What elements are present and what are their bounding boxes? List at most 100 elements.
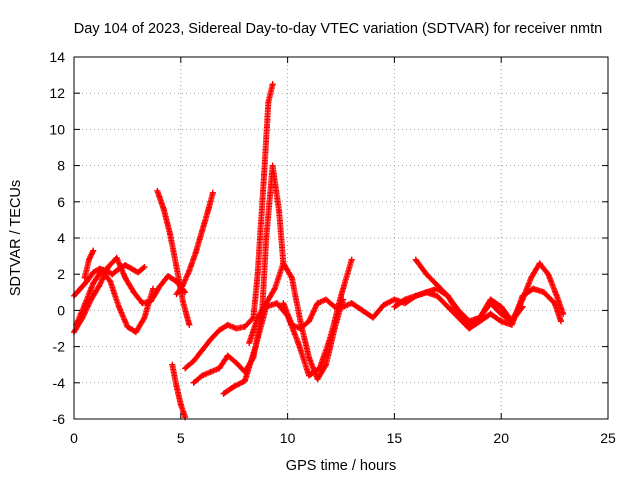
data-point (391, 303, 398, 310)
data-point (130, 289, 137, 296)
data-point (209, 189, 216, 196)
data-point (305, 354, 312, 361)
data-point (252, 343, 259, 350)
data-point (164, 273, 171, 280)
data-point (297, 318, 304, 325)
data-point (276, 207, 283, 214)
data-point (90, 269, 97, 276)
data-point (77, 285, 84, 292)
data-point (288, 274, 295, 281)
y-tick-label: 2 (57, 266, 65, 282)
data-point (423, 271, 430, 278)
data-point (348, 300, 355, 307)
data-point (280, 300, 287, 307)
data-point (263, 235, 270, 241)
data-point (305, 318, 312, 325)
data-point (160, 206, 167, 213)
data-point (199, 372, 206, 379)
data-point (124, 323, 131, 330)
data-point (412, 292, 419, 299)
data-point (498, 318, 505, 325)
data-point (83, 278, 90, 285)
data-point (192, 249, 199, 256)
data-point (156, 283, 163, 290)
data-point (455, 307, 462, 314)
data-point (402, 296, 409, 303)
data-point (216, 365, 223, 372)
data-point (207, 336, 214, 343)
data-point (85, 256, 92, 263)
series-track-11 (246, 260, 347, 383)
data-point (261, 171, 268, 178)
data-point (536, 260, 543, 267)
data-point (434, 292, 441, 299)
data-point (340, 303, 347, 310)
data-point (90, 247, 97, 254)
data-point (241, 323, 248, 330)
data-point (498, 303, 505, 310)
x-axis-label: GPS time / hours (286, 458, 396, 474)
series-track-4 (81, 247, 97, 281)
y-tick-label: -6 (53, 411, 66, 427)
data-point (169, 361, 176, 368)
y-tick-label: 14 (49, 49, 65, 65)
data-point (98, 267, 105, 274)
x-tick-label: 5 (177, 430, 185, 446)
data-point (271, 285, 278, 292)
data-point (370, 314, 377, 321)
data-point (179, 282, 186, 289)
data-point (273, 300, 280, 307)
data-point (199, 347, 206, 354)
data-point (269, 81, 276, 88)
data-point (190, 358, 197, 365)
data-point (224, 352, 231, 359)
data-point (241, 377, 248, 384)
axis-ticks: 0 5 10 15 20 25 -6 -4 -2 0 2 4 6 8 10 12 14 (49, 49, 616, 446)
data-point (177, 401, 184, 408)
data-point (186, 267, 193, 274)
series-track-7 (169, 361, 189, 421)
data-point (508, 318, 515, 325)
data-point (466, 318, 473, 325)
data-point (113, 254, 120, 261)
data-point (444, 303, 451, 310)
data-point (340, 296, 347, 303)
data-point (132, 329, 139, 336)
data-point (81, 274, 88, 281)
data-point (233, 359, 240, 366)
data-point (182, 365, 189, 372)
data-point (107, 278, 114, 285)
data-point (338, 292, 344, 299)
data-point (348, 256, 355, 263)
data-point (528, 274, 535, 281)
data-point (141, 314, 148, 321)
y-axis-label: SDTVAR / TECUs (8, 180, 24, 296)
data-point (205, 206, 212, 213)
data-point (553, 292, 560, 299)
data-point (331, 303, 338, 310)
data-point (115, 303, 122, 310)
series-track-6 (173, 189, 216, 298)
data-point (105, 263, 112, 270)
data-point (173, 263, 180, 270)
data-point (122, 262, 129, 269)
data-point (487, 300, 494, 307)
data-point (263, 300, 270, 307)
data-point (487, 311, 494, 318)
data-point (254, 271, 261, 278)
data-point (314, 300, 321, 307)
data-point (540, 289, 547, 296)
x-tick-label: 10 (280, 430, 296, 446)
data-point (246, 339, 253, 346)
data-point (254, 314, 261, 321)
data-point (391, 296, 398, 303)
y-tick-label: 6 (57, 194, 65, 210)
y-tick-label: 8 (57, 158, 65, 174)
data-point (190, 379, 197, 386)
series-track-14 (391, 285, 526, 325)
data-point (90, 280, 97, 287)
data-point (179, 298, 186, 305)
data-point (297, 325, 304, 332)
data-point (96, 282, 103, 289)
